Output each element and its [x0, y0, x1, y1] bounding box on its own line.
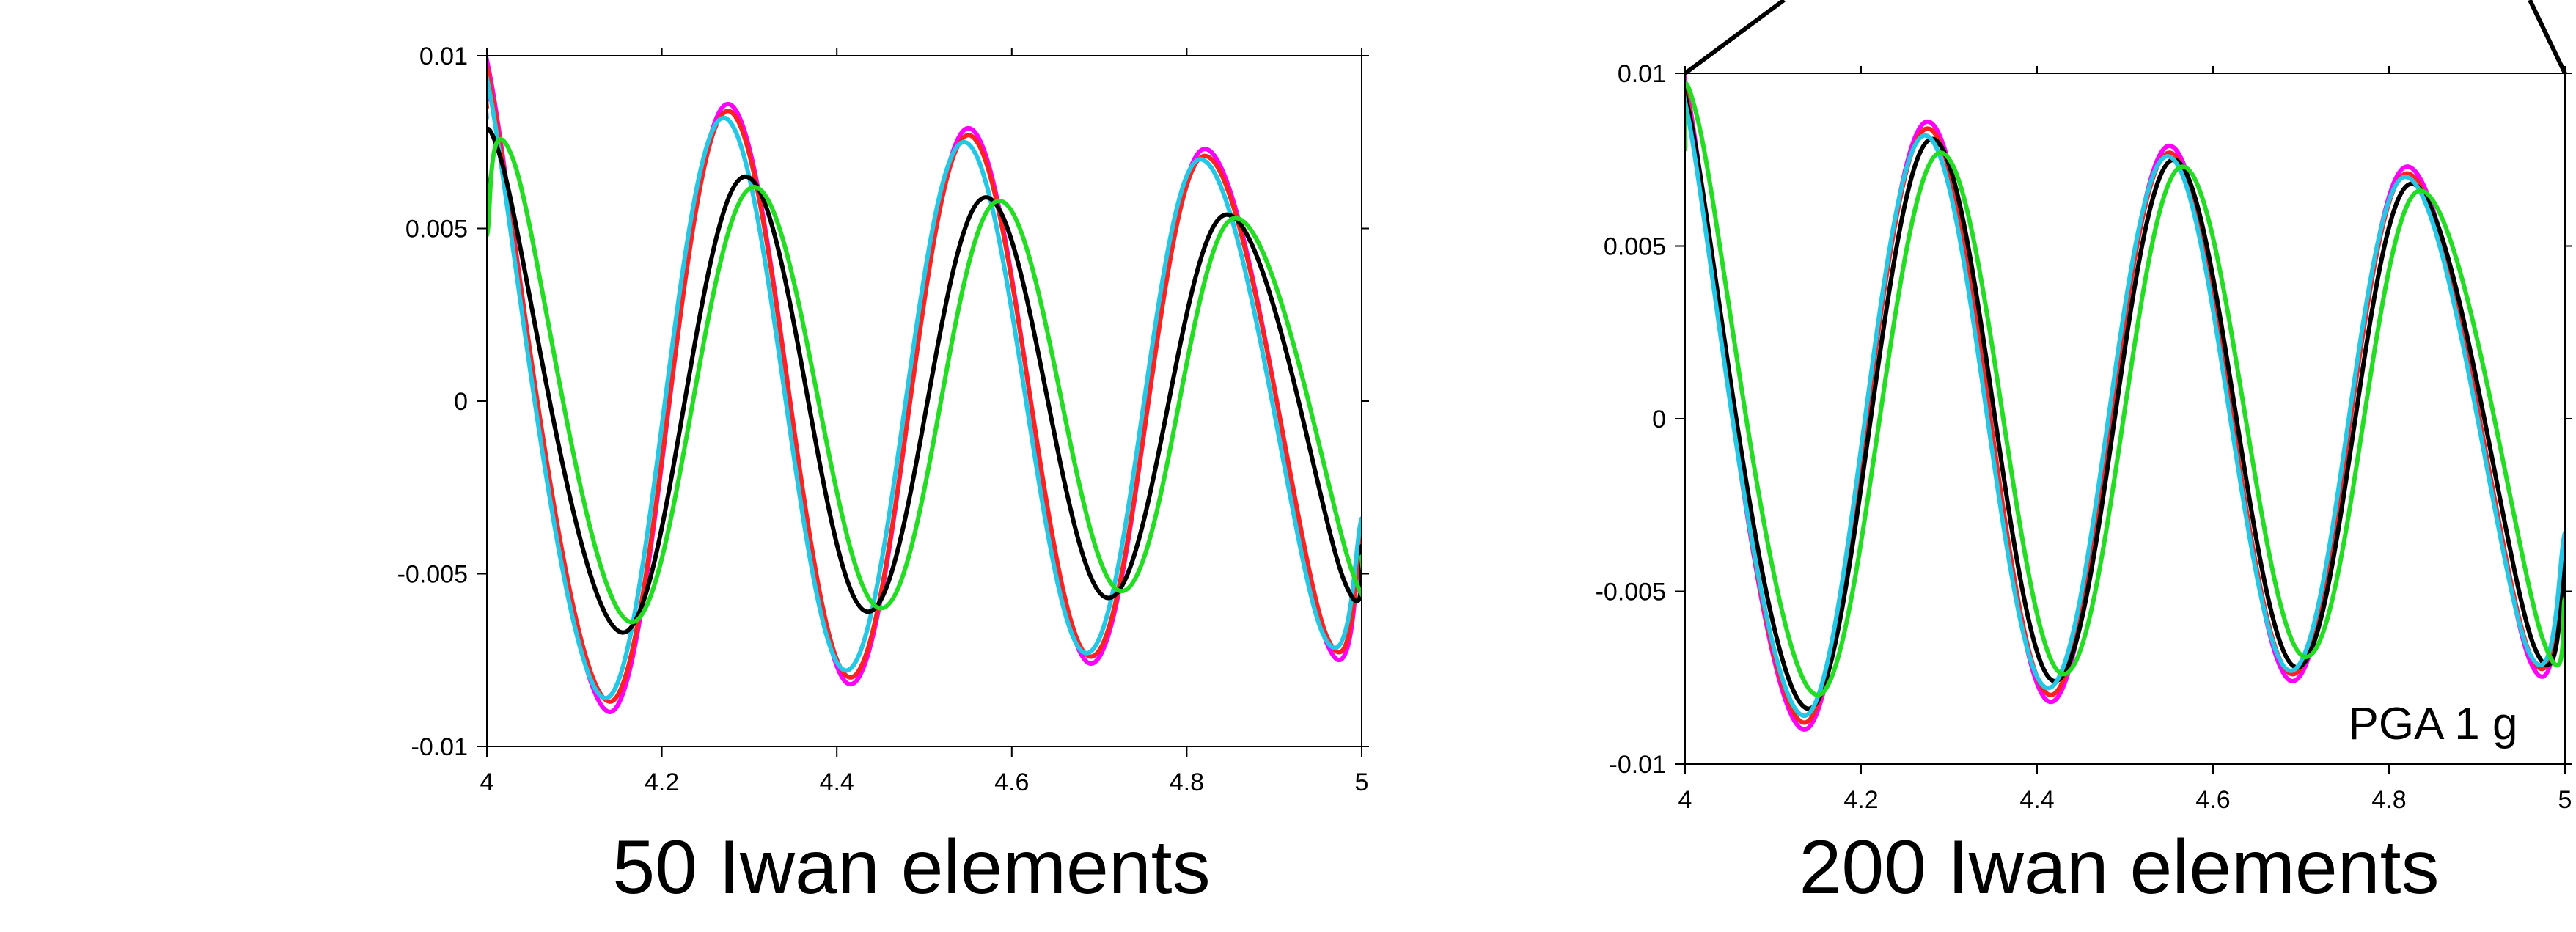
x-tick-label: 4.2: [645, 768, 679, 796]
x-tick-label: 4.4: [820, 768, 854, 796]
x-tick-label: 4: [480, 768, 494, 796]
y-tick-label: 0.01: [419, 43, 468, 70]
chart-panel-2: 4 4.2 4.4 4.6 4.8 5 -0.01 -0.005 0 0.005 0.01 PGA 1…: [1596, 0, 2572, 910]
y-tick-label: 0.005: [406, 216, 468, 243]
y-tick-label: 0: [454, 388, 468, 416]
series-line-cyan: [487, 67, 1362, 701]
series-line-green: [1685, 81, 2565, 697]
y-tick-label: -0.005: [397, 561, 468, 589]
y-tick-label: -0.01: [411, 733, 469, 761]
panel-caption: 50 Iwan elements: [612, 825, 1210, 910]
series-line-red: [487, 56, 1362, 704]
x-tick-label: 4.8: [2371, 786, 2406, 814]
x-tick-label: 4.6: [2195, 786, 2230, 814]
x-tick-label: 4: [1678, 786, 1692, 814]
panel-caption: 200 Iwan elements: [1799, 825, 2440, 910]
series-line-black: [487, 127, 1362, 635]
y-tick-label: 0: [1652, 406, 1666, 433]
x-tick-label: 4.4: [2019, 786, 2054, 814]
zoom-connector-right: [2528, 0, 2567, 75]
y-tick-label: 0.005: [1604, 233, 1666, 261]
x-tick-label: 4.2: [1843, 786, 1878, 814]
zoom-connector-left: [1684, 0, 1786, 76]
x-tick-label: 5: [1355, 768, 1369, 796]
y-tick-label: -0.005: [1596, 579, 1666, 606]
chart-panel-1: 4 4.2 4.4 4.6 4.8 5 -0.01 -0.005 0 0.005 0.01 50 Iw…: [397, 43, 1369, 910]
series-group: [487, 56, 1362, 714]
x-tick-label: 4.8: [1170, 768, 1204, 796]
x-tick-label: 4.6: [994, 768, 1029, 796]
series-group: [1685, 73, 2565, 732]
y-tick-label: 0.01: [1618, 60, 1666, 88]
x-tick-label: 5: [2558, 786, 2572, 814]
series-line-green: [487, 136, 1362, 625]
pga-annotation: PGA 1 g: [2349, 699, 2518, 749]
series-line-cyan: [1685, 90, 2565, 719]
series-line-black: [1685, 84, 2565, 711]
y-tick-label: -0.01: [1610, 751, 1667, 779]
